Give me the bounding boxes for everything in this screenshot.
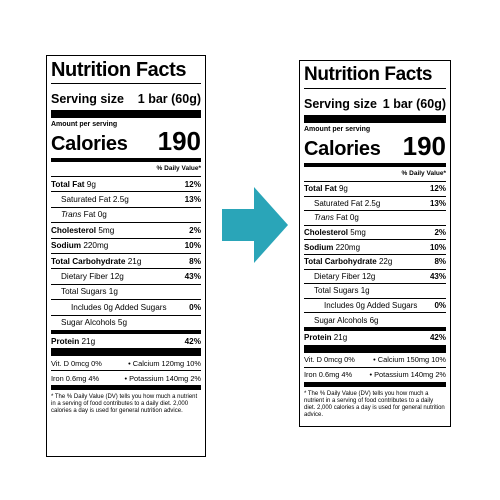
sugar-alcohols-row: Sugar Alcohols 6g (314, 315, 379, 325)
serving-size-row: Serving size 1 bar (60g) (51, 84, 201, 110)
protein-pct: 42% (184, 336, 201, 346)
amount-per-serving: Amount per serving (51, 121, 118, 128)
vitamins-row-2: Iron 0.6mg 4% • Potassium 140mg 2% (51, 371, 201, 387)
divider-thick (51, 348, 201, 357)
protein-row: Protein 21g 42% (51, 336, 201, 346)
cholesterol-row: Cholesterol 5mg 2% (304, 226, 446, 241)
calcium: Calcium 150mg 10% (377, 355, 446, 365)
serving-size-row: Serving size 1 bar (60g) (304, 89, 446, 115)
label-title: Nutrition Facts (51, 56, 201, 84)
added-sugars-row: Includes 0g Added Sugars 0% (51, 300, 201, 316)
sodium-pct: 10% (184, 241, 201, 251)
added-sugars-row: Includes 0g Added Sugars 0% (304, 299, 446, 314)
trans-fat-row: Trans Fat 0g (304, 211, 446, 226)
sodium-pct: 10% (429, 242, 446, 252)
divider-medium (304, 382, 446, 387)
saturated-fat-pct: 13% (184, 195, 201, 205)
divider-medium (51, 386, 201, 391)
vitamin-d: Vit. D 0mcg 0% (51, 358, 102, 368)
calories-label: Calories (304, 138, 381, 160)
serving-size-label: Serving size (304, 97, 377, 111)
total-fat-row: Total Fat 9g 12% (51, 177, 201, 193)
serving-size-value: 1 bar (60g) (137, 92, 201, 106)
total-sugars-row: Total Sugars 1g (304, 284, 446, 299)
cholesterol-row: Cholesterol 5mg 2% (51, 223, 201, 239)
iron: Iron 0.6mg 4% (304, 370, 353, 380)
fiber-pct: 43% (429, 271, 446, 281)
amount-per-serving: Amount per serving (304, 126, 371, 133)
daily-value-header: % Daily Value* (304, 167, 446, 182)
fiber-pct: 43% (184, 272, 201, 282)
calcium: Calcium 120mg 10% (132, 358, 201, 368)
cholesterol-pct: 2% (189, 225, 201, 235)
footnote: * The % Daily Value (DV) tells you how m… (51, 394, 198, 415)
saturated-fat-row: Saturated Fat 2.5g 13% (304, 197, 446, 212)
carbohydrate-row: Total Carbohydrate 21g 8% (51, 254, 201, 270)
carbohydrate-pct: 8% (189, 256, 201, 266)
trans-fat-row: Trans Fat 0g (51, 208, 201, 224)
potassium: Potassium 140mg 2% (374, 370, 446, 380)
potassium: Potassium 140mg 2% (129, 373, 201, 383)
added-sugars-pct: 0% (434, 301, 446, 311)
divider-thick (304, 115, 446, 123)
total-fat-pct: 12% (184, 179, 201, 189)
saturated-fat-row: Saturated Fat 2.5g 13% (51, 192, 201, 208)
carbohydrate-row: Total Carbohydrate 22g 8% (304, 255, 446, 270)
sodium-row: Sodium 220mg 10% (51, 239, 201, 254)
cholesterol-pct: 2% (434, 228, 446, 238)
total-fat-row: Total Fat 9g 12% (304, 182, 446, 197)
iron: Iron 0.6mg 4% (51, 373, 100, 383)
protein-row: Protein 21g 42% (304, 333, 446, 343)
carbohydrate-pct: 8% (434, 257, 446, 267)
daily-value-header: % Daily Value* (51, 162, 201, 177)
vitamins-row-1: Vit. D 0mcg 0% • Calcium 120mg 10% (51, 356, 201, 372)
calories-value: 190 (157, 126, 201, 156)
fiber-row: Dietary Fiber 12g 43% (51, 269, 201, 285)
calories-label: Calories (51, 133, 128, 155)
total-sugars-row: Total Sugars 1g (51, 285, 201, 301)
serving-size-label: Serving size (51, 92, 124, 106)
total-fat-pct: 12% (429, 184, 446, 194)
calories-row: Calories 190 (304, 133, 446, 163)
label-title: Nutrition Facts (304, 61, 446, 89)
calories-value: 190 (402, 131, 446, 161)
arrow-shape (222, 187, 288, 263)
divider-thick (51, 110, 201, 118)
divider-medium (304, 326, 446, 331)
divider-thick (304, 344, 446, 353)
footnote: * The % Daily Value (DV) tells you how m… (304, 390, 445, 418)
nutrition-label-after: Nutrition Facts Serving size 1 bar (60g)… (299, 60, 451, 427)
added-sugars-pct: 0% (189, 302, 201, 312)
serving-size-value: 1 bar (60g) (382, 97, 446, 111)
right-arrow-icon (222, 187, 288, 263)
nutrition-label-before: Nutrition Facts Serving size 1 bar (60g)… (46, 55, 206, 457)
calories-row: Calories 190 (51, 128, 201, 158)
vitamins-row-1: Vit. D 0mcg 0% • Calcium 150mg 10% (304, 353, 446, 368)
vitamins-row-2: Iron 0.6mg 4% • Potassium 140mg 2% (304, 368, 446, 383)
divider-medium (51, 329, 201, 334)
divider-medium (51, 158, 201, 162)
saturated-fat-pct: 13% (429, 198, 446, 208)
fiber-row: Dietary Fiber 12g 43% (304, 270, 446, 285)
sodium-row: Sodium 220mg 10% (304, 240, 446, 255)
divider-medium (304, 163, 446, 167)
sugar-alcohols-row: Sugar Alcohols 5g (61, 318, 127, 328)
vitamin-d: Vit. D 0mcg 0% (304, 355, 355, 365)
protein-pct: 42% (429, 333, 446, 343)
